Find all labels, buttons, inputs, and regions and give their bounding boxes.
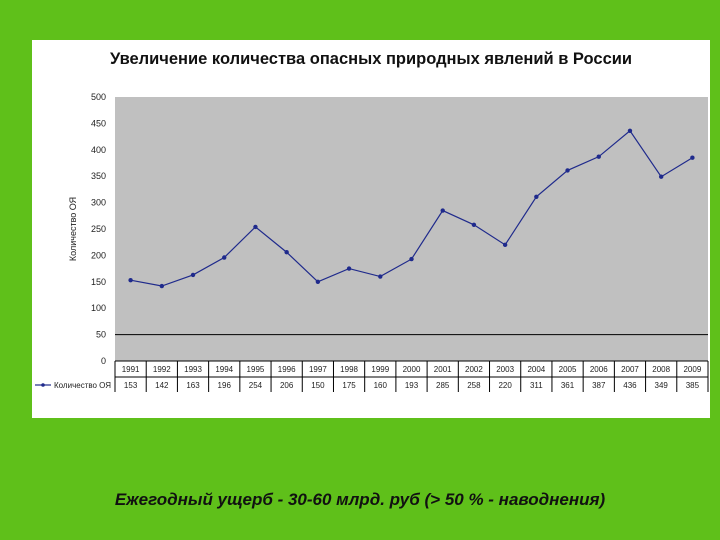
- year-header: 1992: [153, 365, 171, 374]
- year-header: 1997: [309, 365, 327, 374]
- data-point: [159, 283, 165, 289]
- year-header: 2002: [465, 365, 483, 374]
- footer-text: Ежегодный ущерб - 30-60 млрд. руб (> 50 …: [114, 490, 606, 509]
- value-cell: 150: [311, 381, 325, 390]
- value-cell: 175: [342, 381, 356, 390]
- value-cell: 311: [530, 381, 543, 390]
- year-header: 2000: [403, 365, 421, 374]
- y-tick-label: 50: [96, 330, 106, 340]
- value-cell: 387: [592, 381, 606, 390]
- data-point: [596, 154, 601, 159]
- y-tick-label: 250: [91, 224, 106, 234]
- data-point: [471, 222, 477, 227]
- data-point: [627, 128, 633, 133]
- data-point: [253, 224, 258, 230]
- year-header: 2004: [527, 365, 545, 374]
- data-point: [565, 168, 570, 173]
- value-cell: 160: [374, 381, 388, 390]
- y-tick-label: 350: [91, 171, 106, 181]
- data-point: [378, 274, 383, 279]
- plot-area: [115, 97, 708, 361]
- chart-title: Увеличение количества опасных природных …: [109, 50, 633, 68]
- year-header: 2003: [496, 365, 514, 374]
- year-header: 1995: [247, 365, 265, 374]
- data-point: [690, 155, 695, 160]
- data-point: [315, 279, 321, 284]
- value-cell: 385: [686, 381, 700, 390]
- year-header: 2009: [683, 365, 701, 374]
- year-header: 1999: [371, 365, 389, 374]
- chart-card: Увеличение количества опасных природных …: [32, 40, 710, 418]
- year-header: 1996: [278, 365, 296, 374]
- value-cell: 153: [124, 381, 138, 390]
- value-cell: 254: [249, 381, 263, 390]
- chart-svg: 0 50 100 150 200 250 300 350 400 450 500 Количество…: [35, 92, 709, 392]
- year-header: 1991: [122, 365, 140, 374]
- value-cell: 220: [498, 381, 512, 390]
- y-tick-label: 200: [91, 250, 106, 260]
- value-cell: 258: [467, 381, 481, 390]
- y-axis-label: Количество ОЯ: [68, 197, 78, 261]
- value-cell: 436: [623, 381, 637, 390]
- data-point: [190, 272, 196, 278]
- y-tick-label: 500: [91, 92, 106, 102]
- value-cell: 285: [436, 381, 450, 390]
- data-point: [346, 266, 352, 271]
- year-header: 2006: [590, 365, 608, 374]
- year-header: 2008: [652, 365, 670, 374]
- value-cell: 193: [405, 381, 419, 390]
- value-cell: 361: [561, 381, 575, 390]
- data-point: [284, 250, 289, 255]
- year-header: 2001: [434, 365, 452, 374]
- data-point: [409, 256, 414, 262]
- y-tick-label: 400: [91, 145, 106, 155]
- year-header: 2005: [559, 365, 577, 374]
- y-tick-label: 450: [91, 118, 106, 128]
- legend-marker: [41, 383, 45, 387]
- legend-label: Количество ОЯ: [54, 381, 111, 390]
- y-tick-label: 300: [91, 198, 106, 208]
- y-tick-label: 100: [91, 303, 106, 313]
- value-cell: 349: [655, 381, 669, 390]
- year-header: 2007: [621, 365, 639, 374]
- y-tick-label: 150: [91, 277, 106, 287]
- value-cell: 142: [155, 381, 169, 390]
- value-cell: 196: [218, 381, 232, 390]
- y-tick-label: 0: [101, 356, 106, 366]
- data-point: [128, 278, 133, 283]
- year-header: 1993: [184, 365, 202, 374]
- value-cell: 163: [186, 381, 200, 390]
- data-point: [440, 208, 445, 213]
- value-cell: 206: [280, 381, 294, 390]
- data-point: [502, 242, 508, 248]
- data-point: [222, 255, 227, 260]
- year-header: 1998: [340, 365, 358, 374]
- data-point: [658, 174, 664, 179]
- data-point: [534, 194, 539, 199]
- year-header: 1994: [215, 365, 233, 374]
